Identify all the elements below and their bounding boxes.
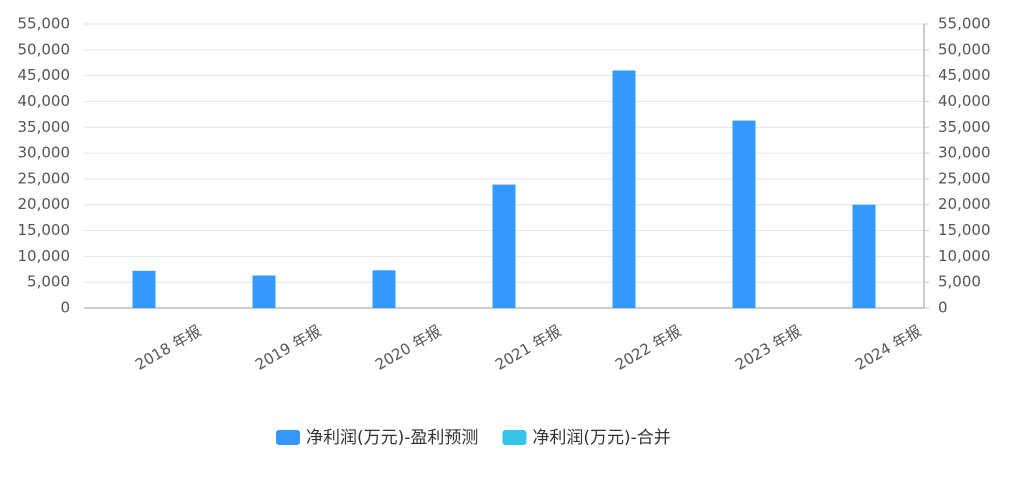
y2-tick-label: 25,000 <box>938 169 991 187</box>
bar <box>732 120 756 308</box>
legend-swatch <box>502 430 527 445</box>
y-tick-label: 55,000 <box>18 15 71 33</box>
y-tick-label: 10,000 <box>18 247 71 265</box>
y-tick-label: 5,000 <box>27 273 70 291</box>
y-tick-label: 20,000 <box>18 195 71 213</box>
y2-tick-label: 45,000 <box>938 66 991 84</box>
bar <box>252 275 276 308</box>
y-tick-label: 35,000 <box>18 118 71 136</box>
y-tick-label: 15,000 <box>18 221 71 239</box>
y-tick-label: 45,000 <box>18 66 71 84</box>
x-tick-label: 2018 年报 <box>132 322 204 374</box>
bar <box>372 270 396 308</box>
y2-tick-label: 35,000 <box>938 118 991 136</box>
legend-swatch <box>276 430 300 445</box>
legend-label: 净利润(万元)-盈利预测 <box>306 428 478 448</box>
y2-tick-label: 30,000 <box>938 144 991 162</box>
bar <box>852 204 876 308</box>
y2-tick-label: 20,000 <box>938 195 991 213</box>
y2-tick-label: 40,000 <box>938 92 991 110</box>
legend-label: 净利润(万元)-合并 <box>532 428 670 448</box>
y-tick-label: 50,000 <box>18 40 71 58</box>
bar <box>492 184 516 308</box>
y-tick-label: 0 <box>60 299 70 317</box>
y-tick-label: 25,000 <box>18 169 71 187</box>
x-tick-label: 2022 年报 <box>612 322 684 374</box>
y2-tick-label: 0 <box>938 299 948 317</box>
y2-tick-label: 50,000 <box>938 40 991 58</box>
x-tick-label: 2021 年报 <box>492 322 564 374</box>
y2-tick-label: 15,000 <box>938 221 991 239</box>
y2-tick-label: 10,000 <box>938 247 991 265</box>
y2-tick-label: 5,000 <box>938 273 981 291</box>
y-tick-label: 30,000 <box>18 144 71 162</box>
x-tick-label: 2019 年报 <box>252 322 324 374</box>
bar <box>132 270 156 308</box>
y-tick-label: 40,000 <box>18 92 71 110</box>
x-tick-label: 2020 年报 <box>372 322 444 374</box>
bar <box>612 70 636 309</box>
y2-tick-label: 55,000 <box>938 15 991 33</box>
x-tick-label: 2024 年报 <box>852 322 924 374</box>
x-tick-label: 2023 年报 <box>732 322 804 374</box>
